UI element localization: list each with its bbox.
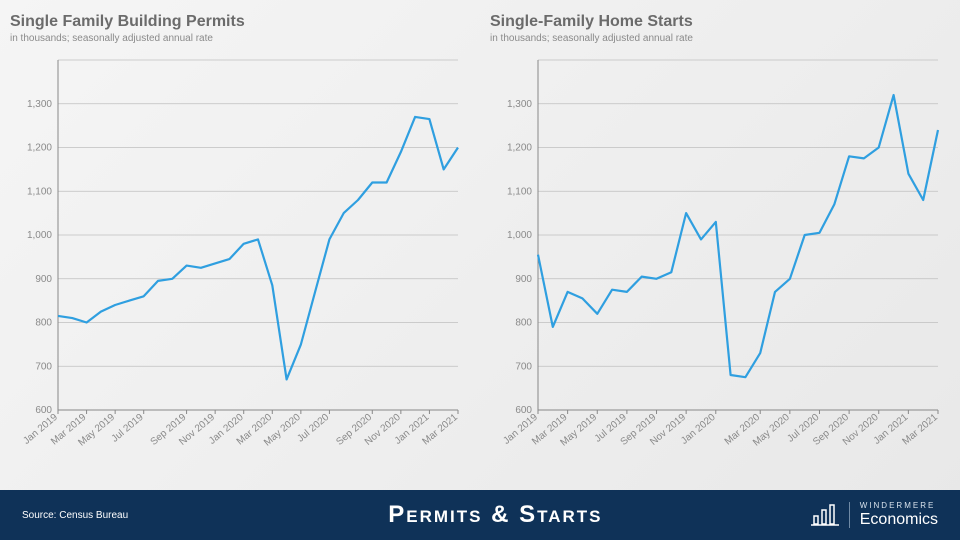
slide-title: Permits & Starts (180, 501, 811, 529)
svg-text:700: 700 (515, 361, 532, 372)
chart-title: Single-Family Home Starts (490, 12, 950, 31)
source-citation: Source: Census Bureau (0, 509, 180, 522)
brand-lockup: WINDERMERE Economics (811, 502, 960, 528)
chart-title: Single Family Building Permits (10, 12, 470, 31)
chart-panel-starts: Single-Family Home Starts in thousands; … (480, 0, 960, 490)
svg-text:800: 800 (35, 318, 52, 329)
chart-subtitle: in thousands; seasonally adjusted annual… (490, 33, 950, 44)
svg-text:1,000: 1,000 (507, 230, 532, 241)
svg-text:800: 800 (515, 318, 532, 329)
svg-text:1,100: 1,100 (507, 186, 532, 197)
brand-text: WINDERMERE Economics (849, 502, 938, 528)
svg-text:1,300: 1,300 (27, 99, 52, 110)
line-chart-starts: 6007008009001,0001,1001,2001,300Jan 2019… (490, 50, 950, 480)
brand-name-top: WINDERMERE (860, 502, 938, 511)
svg-text:1,200: 1,200 (507, 143, 532, 154)
chart-panel-permits: Single Family Building Permits in thousa… (0, 0, 480, 490)
svg-text:700: 700 (35, 361, 52, 372)
chart-subtitle: in thousands; seasonally adjusted annual… (10, 33, 470, 44)
charts-area: Single Family Building Permits in thousa… (0, 0, 960, 490)
svg-text:1,300: 1,300 (507, 99, 532, 110)
svg-text:1,100: 1,100 (27, 186, 52, 197)
line-chart-permits: 6007008009001,0001,1001,2001,300Jan 2019… (10, 50, 470, 480)
brand-name-bottom: Economics (860, 511, 938, 529)
footer-bar: Source: Census Bureau Permits & Starts W… (0, 490, 960, 540)
svg-text:1,000: 1,000 (27, 230, 52, 241)
bar-chart-icon (811, 504, 839, 526)
svg-text:900: 900 (515, 274, 532, 285)
svg-text:Jul 2020: Jul 2020 (295, 412, 331, 445)
svg-text:1,200: 1,200 (27, 143, 52, 154)
plot-area: 6007008009001,0001,1001,2001,300Jan 2019… (490, 50, 950, 480)
plot-area: 6007008009001,0001,1001,2001,300Jan 2019… (10, 50, 470, 480)
svg-text:900: 900 (35, 274, 52, 285)
svg-text:Jul 2019: Jul 2019 (110, 412, 146, 445)
